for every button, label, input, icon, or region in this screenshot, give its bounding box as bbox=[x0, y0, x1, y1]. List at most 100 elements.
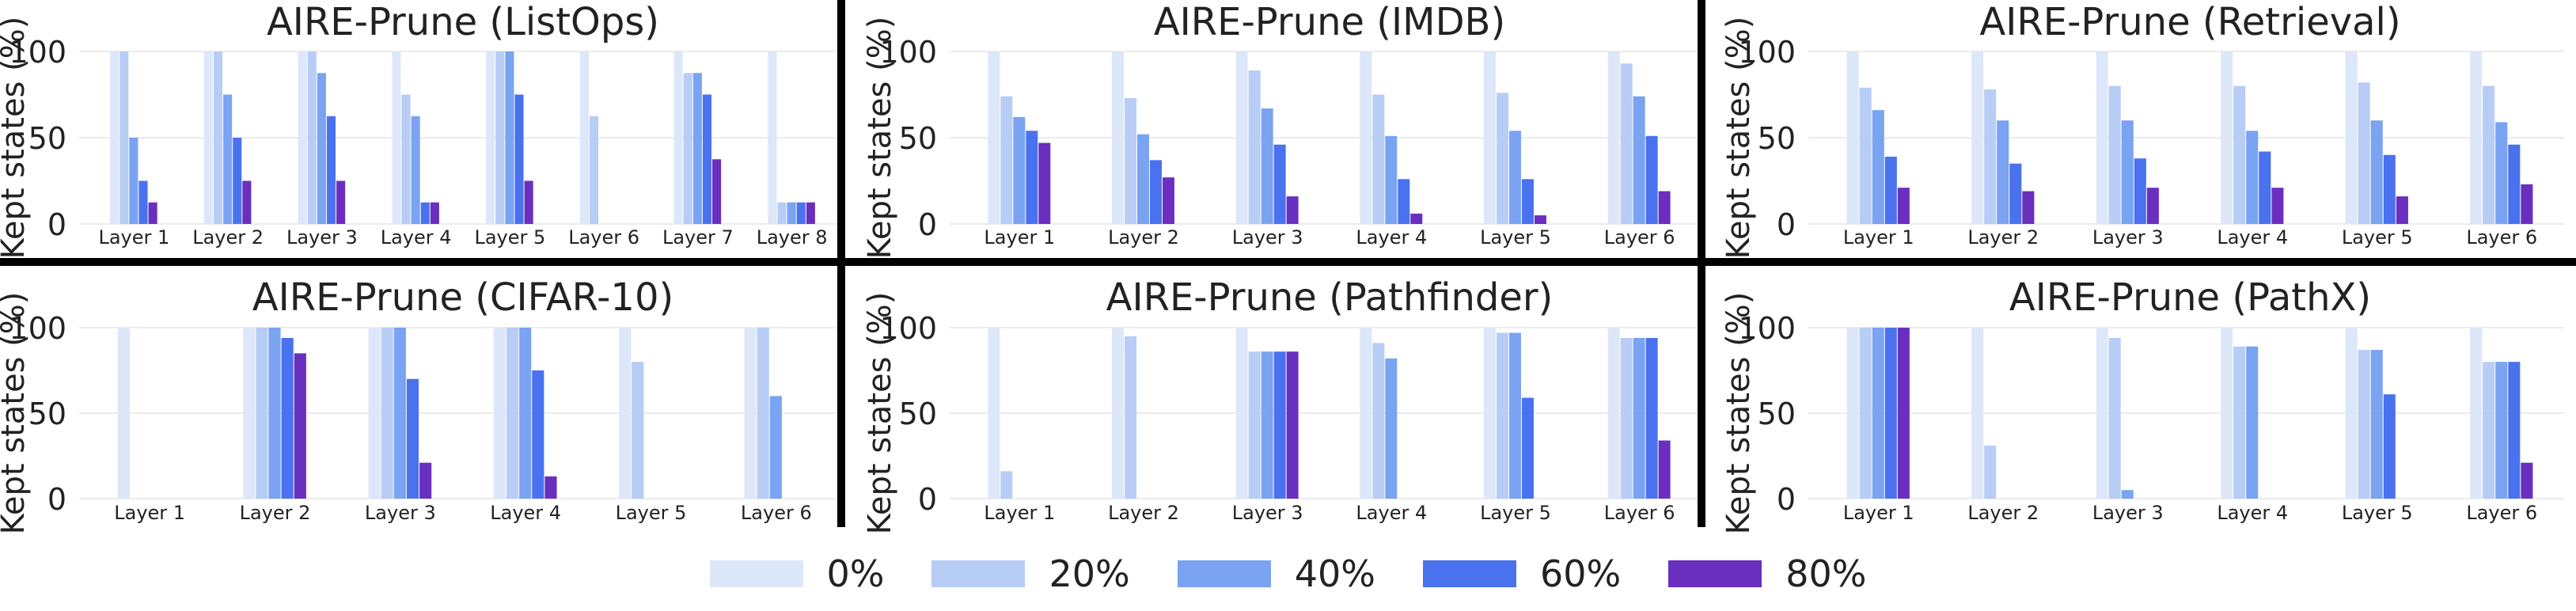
bar bbox=[787, 202, 796, 224]
legend-swatch-40 bbox=[1177, 560, 1271, 587]
legend-label-0: 0% bbox=[826, 552, 885, 595]
bar bbox=[120, 51, 129, 224]
bar bbox=[692, 73, 702, 224]
chart-panel-2: 0 50 100 AIRE-Prune (Retrieval) Kept states … bbox=[1720, 0, 2564, 259]
x-tick-label: Layer 3 bbox=[365, 502, 436, 524]
x-tick-label: Layer 3 bbox=[286, 226, 358, 249]
bar bbox=[777, 202, 787, 224]
bar bbox=[1360, 51, 1372, 224]
y-tick-label: 100 bbox=[9, 311, 66, 346]
x-tick-label: Layer 4 bbox=[2217, 502, 2288, 524]
legend-swatch-0 bbox=[709, 560, 803, 587]
bar bbox=[148, 202, 157, 224]
bar bbox=[2521, 184, 2533, 224]
bar bbox=[268, 328, 281, 499]
bar bbox=[2370, 350, 2383, 499]
chart-panel-1: 0 50 100 AIRE-Prune (IMDB) Kept states (%) La… bbox=[862, 0, 1702, 259]
bar bbox=[544, 476, 557, 499]
legend-label-80: 80% bbox=[1785, 552, 1867, 595]
x-tick-label: Layer 2 bbox=[240, 502, 311, 524]
bar bbox=[2358, 82, 2370, 225]
bar bbox=[1497, 93, 1509, 224]
bar bbox=[712, 159, 722, 224]
bar bbox=[1971, 328, 1984, 499]
bar bbox=[2508, 362, 2521, 499]
chart-panel-4: 0 50 100 AIRE-Prune (Pathfinder) Kept states… bbox=[862, 275, 1702, 534]
bar bbox=[1620, 337, 1633, 499]
bar bbox=[1509, 332, 1521, 499]
x-tick-label: Layer 1 bbox=[984, 502, 1055, 524]
bar bbox=[1360, 328, 1372, 499]
bar bbox=[2495, 362, 2508, 499]
bar bbox=[2271, 188, 2284, 224]
bar bbox=[532, 370, 544, 499]
bar bbox=[1149, 160, 1162, 224]
x-tick-label: Layer 5 bbox=[616, 502, 687, 524]
bar bbox=[1372, 94, 1385, 224]
x-tick-label: Layer 1 bbox=[114, 502, 185, 524]
bar bbox=[702, 94, 712, 224]
legend-label-60: 60% bbox=[1539, 552, 1622, 595]
bar bbox=[2108, 337, 2121, 499]
chart-title: AIRE-Prune (IMDB) bbox=[1154, 0, 1505, 44]
bar bbox=[1645, 337, 1658, 499]
bar bbox=[256, 328, 268, 499]
bar bbox=[683, 73, 692, 224]
y-tick-label: 50 bbox=[899, 397, 937, 431]
bar bbox=[579, 51, 589, 224]
bar bbox=[2246, 346, 2259, 499]
bar bbox=[2233, 85, 2246, 224]
bar bbox=[392, 51, 401, 224]
legend-swatch-80 bbox=[1668, 560, 1762, 587]
bar bbox=[1984, 89, 1997, 225]
bar bbox=[1497, 332, 1509, 499]
bar bbox=[2483, 85, 2495, 224]
bar bbox=[988, 51, 1000, 224]
legend-label-20: 20% bbox=[1049, 552, 1130, 595]
bar bbox=[1125, 336, 1137, 499]
bar bbox=[2495, 122, 2508, 224]
bar bbox=[1872, 110, 1884, 224]
bar bbox=[2121, 120, 2134, 224]
bar bbox=[2121, 490, 2134, 499]
chart-title: AIRE-Prune (PathX) bbox=[2009, 275, 2371, 320]
bar bbox=[1026, 131, 1038, 224]
bar bbox=[401, 94, 411, 224]
bar bbox=[1248, 70, 1261, 224]
bar bbox=[1607, 328, 1620, 499]
y-tick-label: 100 bbox=[9, 35, 66, 70]
bar bbox=[317, 73, 326, 224]
bar bbox=[1509, 131, 1521, 224]
bar bbox=[1884, 328, 1897, 499]
bar bbox=[1884, 156, 1897, 224]
bar bbox=[298, 51, 307, 224]
bar bbox=[307, 51, 317, 224]
bar bbox=[1859, 87, 1872, 224]
bar bbox=[2521, 462, 2533, 499]
y-tick-label: 50 bbox=[28, 121, 66, 156]
x-tick-label: Layer 6 bbox=[2466, 226, 2537, 249]
y-axis-label: Kept states (%) bbox=[862, 17, 898, 260]
bar bbox=[2470, 328, 2483, 499]
bar bbox=[2134, 158, 2146, 224]
bar bbox=[768, 51, 777, 224]
bar bbox=[1971, 51, 1984, 224]
legend-item-20: 20% bbox=[931, 552, 1130, 595]
chart-title: AIRE-Prune (ListOps) bbox=[267, 0, 659, 44]
x-tick-label: Layer 3 bbox=[1232, 502, 1303, 524]
bar bbox=[243, 328, 256, 499]
x-tick-label: Layer 6 bbox=[2466, 502, 2537, 524]
bar bbox=[1235, 328, 1248, 499]
bar bbox=[1385, 358, 1398, 499]
bar bbox=[1645, 135, 1658, 224]
chart-title: AIRE-Prune (Retrieval) bbox=[1979, 0, 2400, 44]
x-tick-label: Layer 6 bbox=[568, 226, 639, 249]
x-tick-label: Layer 6 bbox=[1604, 226, 1675, 249]
bar bbox=[368, 328, 381, 499]
bar bbox=[1410, 213, 1423, 224]
x-tick-label: Layer 5 bbox=[1480, 226, 1551, 249]
x-tick-label: Layer 2 bbox=[192, 226, 264, 249]
bar bbox=[1261, 108, 1273, 224]
bar bbox=[619, 328, 632, 499]
bar bbox=[2146, 188, 2159, 224]
